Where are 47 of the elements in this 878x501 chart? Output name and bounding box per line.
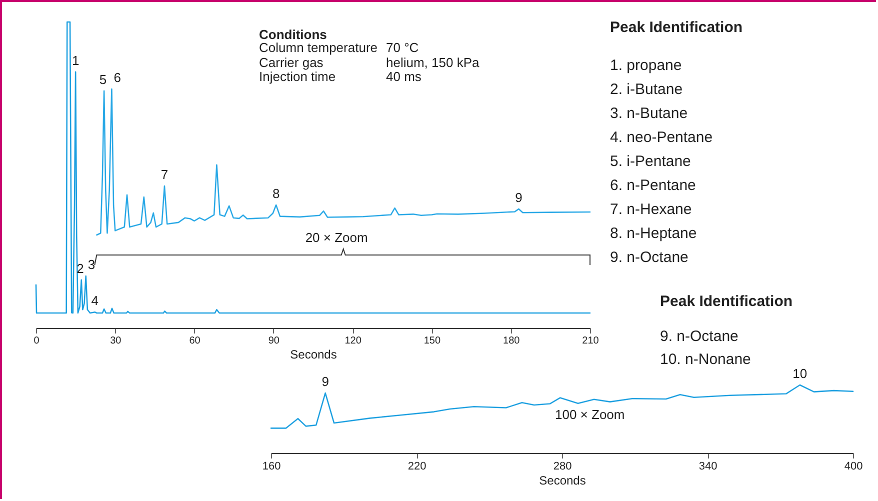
x-tick-label: 400 <box>844 460 863 472</box>
annotation: 8 <box>272 186 280 201</box>
annotation: Injection time <box>259 69 336 84</box>
text: 8. n-Heptane <box>610 225 697 242</box>
annotation: 70 °C <box>386 40 419 55</box>
text: 7. n-Hexane <box>610 201 692 218</box>
x-tick-label: 180 <box>503 336 520 346</box>
text: 3. n-Butane <box>610 105 688 122</box>
annotation: 5 <box>99 72 107 87</box>
annotation: 9 <box>322 374 329 390</box>
annotation: Column temperature <box>259 40 378 55</box>
x-tick-label: 340 <box>698 460 718 472</box>
x-tick-label: 150 <box>424 336 441 346</box>
x-tick-label: 90 <box>268 336 280 346</box>
x-axis-title: Seconds <box>539 474 586 488</box>
text: 2. i-Butane <box>610 81 683 98</box>
x-tick-label: 210 <box>582 336 600 346</box>
text: 1. propane <box>610 57 682 74</box>
x-tick-label: 160 <box>262 460 281 472</box>
annotation: 7 <box>160 167 168 182</box>
annotation: 3 <box>88 256 96 272</box>
annotation: 100 × Zoom <box>555 407 625 422</box>
annotation: helium, 150 kPa <box>386 54 480 70</box>
annotation: 10 <box>792 366 808 381</box>
text: Peak Identification <box>610 19 743 36</box>
text: 9. n-Octane <box>610 249 688 266</box>
annotation: 1 <box>72 52 80 68</box>
annotation: Conditions <box>259 27 327 42</box>
annotation: 4 <box>91 293 98 308</box>
text: Peak Identification <box>660 293 793 310</box>
text: 10. n-Nonane <box>660 351 751 368</box>
x-tick-label: 0 <box>34 336 40 346</box>
annotation: 6 <box>114 70 121 86</box>
x-tick-label: 280 <box>553 460 572 472</box>
annotation: 9 <box>515 190 522 205</box>
text: 5. i-Pentane <box>610 153 691 170</box>
x-tick-label: 220 <box>408 460 426 472</box>
x-tick-label: 120 <box>344 336 362 346</box>
text: 6. n-Pentane <box>610 177 696 194</box>
x-tick-label: 60 <box>189 336 201 346</box>
text: 4. neo-Pentane <box>610 129 713 146</box>
annotation: 40 ms <box>386 69 422 84</box>
text: 9. n-Octane <box>660 328 738 345</box>
x-tick-label: 30 <box>110 336 122 346</box>
x-axis-title: Seconds <box>290 348 337 362</box>
annotation: Carrier gas <box>259 54 324 70</box>
annotation: 20 × Zoom <box>305 230 368 245</box>
